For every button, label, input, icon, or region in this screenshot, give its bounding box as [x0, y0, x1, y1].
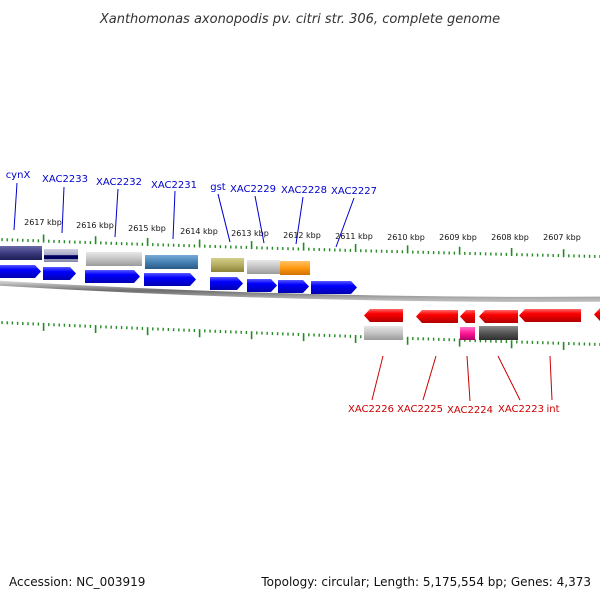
leader-line [295, 196, 304, 245]
leader-line [497, 355, 521, 401]
feature-box[interactable] [247, 260, 280, 274]
scale-label: 2613 kbp [231, 229, 269, 238]
scale-ticks-reverse [1, 321, 600, 350]
gene-arrow-forward[interactable] [0, 265, 41, 278]
genome-summary: Topology: circular; Length: 5,175,554 bp… [260, 575, 591, 589]
gene-arrow-reverse[interactable] [519, 309, 581, 322]
feature-box[interactable] [86, 252, 142, 266]
gene-label-gst[interactable]: gst [210, 182, 226, 193]
genome-backbone [0, 280, 600, 302]
gene-arrow-reverse[interactable] [416, 310, 458, 323]
genome-title: Xanthomonas axonopodis pv. citri str. 30… [99, 12, 500, 27]
gene-arrow-reverse[interactable] [594, 308, 600, 321]
reverse-feature-boxes [364, 326, 518, 340]
feature-box[interactable] [460, 327, 475, 340]
forward-gene-labels: cynX XAC2233 XAC2232 XAC2231 gst XAC2229… [6, 170, 377, 197]
scale-label: 2609 kbp [439, 233, 477, 242]
leader-line [254, 195, 265, 244]
feature-box[interactable] [145, 255, 198, 269]
scale-labels: 2617 kbp 2616 kbp 2615 kbp 2614 kbp 2613… [24, 218, 581, 242]
scale-label: 2607 kbp [543, 233, 581, 242]
feature-box[interactable] [479, 326, 518, 340]
leader-line [549, 355, 553, 401]
scale-label: 2608 kbp [491, 233, 529, 242]
gene-arrow-forward[interactable] [311, 281, 357, 294]
leader-line [335, 197, 355, 248]
leader-line [422, 355, 437, 401]
gene-label-int[interactable]: int [546, 404, 559, 415]
gene-label-xac2233[interactable]: XAC2233 [42, 174, 88, 185]
gene-label-cynx[interactable]: cynX [6, 170, 31, 181]
scale-label: 2610 kbp [387, 233, 425, 242]
forward-gene-arrows [0, 265, 357, 294]
reverse-leader-lines [371, 355, 553, 402]
gene-arrow-reverse[interactable] [479, 310, 518, 323]
feature-box[interactable] [280, 261, 310, 275]
scale-label: 2614 kbp [180, 227, 218, 236]
scale-ticks-forward [1, 234, 600, 258]
forward-feature-boxes [0, 246, 310, 275]
gene-arrow-forward[interactable] [278, 280, 309, 293]
gene-arrow-forward[interactable] [144, 273, 196, 286]
gene-label-xac2225[interactable]: XAC2225 [397, 404, 443, 415]
leader-line [172, 190, 176, 240]
scale-label: 2611 kbp [335, 232, 373, 241]
gene-label-xac2229[interactable]: XAC2229 [230, 184, 276, 195]
gene-arrow-forward[interactable] [85, 270, 140, 283]
gene-arrow-forward[interactable] [247, 279, 277, 292]
feature-box[interactable] [211, 258, 244, 272]
gene-arrow-forward[interactable] [43, 267, 76, 280]
leader-line [217, 193, 231, 243]
leader-line [466, 355, 471, 402]
scale-label: 2615 kbp [128, 224, 166, 233]
gene-label-xac2223[interactable]: XAC2223 [498, 404, 544, 415]
gene-label-xac2227[interactable]: XAC2227 [331, 186, 377, 197]
leader-line [13, 182, 18, 231]
leader-line [114, 188, 119, 238]
gene-label-xac2232[interactable]: XAC2232 [96, 177, 142, 188]
gene-label-xac2226[interactable]: XAC2226 [348, 404, 394, 415]
scale-label: 2616 kbp [76, 221, 114, 230]
feature-box[interactable] [364, 326, 403, 340]
gene-arrow-forward[interactable] [210, 277, 243, 290]
forward-leader-lines [13, 182, 355, 248]
feature-box[interactable] [0, 246, 42, 260]
gene-label-xac2228[interactable]: XAC2228 [281, 185, 327, 196]
accession-label: Accession: NC_003919 [9, 575, 145, 589]
gene-label-xac2224[interactable]: XAC2224 [447, 405, 493, 416]
leader-line [371, 355, 384, 401]
scale-label: 2617 kbp [24, 218, 62, 227]
leader-line [61, 186, 65, 234]
gene-label-xac2231[interactable]: XAC2231 [151, 180, 197, 191]
gene-arrow-reverse[interactable] [364, 309, 403, 322]
reverse-gene-arrows [364, 308, 600, 323]
gene-arrow-reverse[interactable] [460, 310, 475, 323]
reverse-gene-labels: XAC2226 XAC2225 XAC2224 XAC2223 int [348, 404, 560, 416]
scale-label: 2612 kbp [283, 231, 321, 240]
feature-box[interactable] [44, 249, 78, 262]
